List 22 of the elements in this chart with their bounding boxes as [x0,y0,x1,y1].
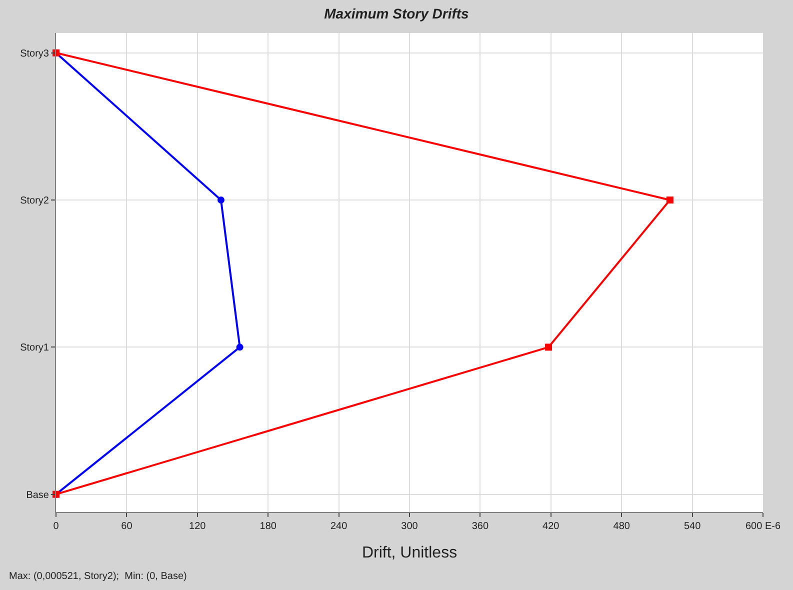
x-tick-label: 120 [189,521,206,532]
y-tick-label: Story1 [20,342,50,354]
x-tick-label: 600 E-6 [745,521,781,532]
y-tick-label: Base [26,490,50,501]
x-axis-title: Drift, Unitless [362,544,458,562]
x-tick-label: 300 [401,521,418,532]
point [545,344,552,351]
point [666,196,674,204]
x-tick-label: 60 [121,521,133,532]
x-tick-label: 240 [330,521,348,532]
x-tick-label: 420 [542,521,560,532]
x-tick-label: 180 [260,521,277,532]
x-tick-label: 540 [684,521,702,532]
chart-title: Maximum Story Drifts [324,6,470,22]
y-tick-label: Story3 [20,48,50,60]
point [236,344,244,351]
x-tick-label: 480 [613,521,630,532]
x-tick-label: 360 [472,521,489,532]
text: Max: (0,000521, Story2); Min: (0, Base) [9,571,187,582]
x-tick-label: 0 [53,521,60,532]
y-tick-label: Story2 [20,196,50,207]
point [217,196,224,204]
